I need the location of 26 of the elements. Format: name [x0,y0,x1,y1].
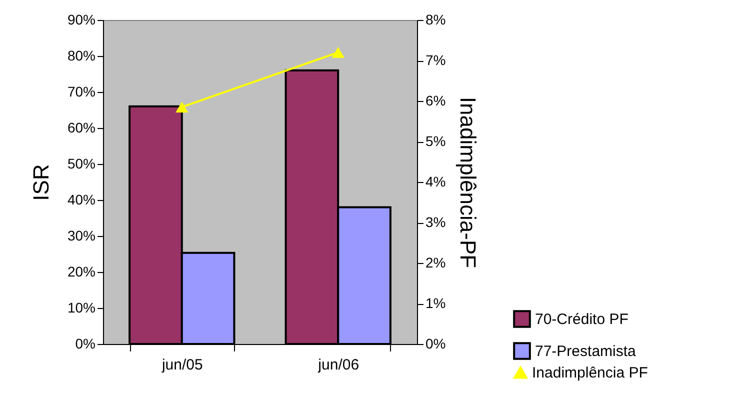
y2-tick-label: 1% [426,295,446,311]
y2-tick-label: 5% [426,133,446,149]
y2-tick-label: 0% [426,336,446,352]
y2-tick-label: 3% [426,214,446,230]
y2-axis-title: Inadimplência-PF [456,96,481,268]
x-tick-label: jun/06 [317,356,360,374]
y-tick-label: 40% [67,192,96,208]
y2-tick-label: 6% [426,92,446,108]
y-tick-label: 10% [67,300,96,316]
y-tick-label: 70% [67,84,96,100]
y-tick-label: 90% [67,12,96,28]
y2-tick-label: 7% [426,52,446,68]
y2-tick-label: 8% [426,12,446,28]
y-tick-label: 20% [67,264,96,280]
y-tick-label: 60% [67,120,96,136]
y-tick-label: 0% [75,336,96,352]
legend-label: 77-Prestamista [535,343,637,360]
y-tick-label: 30% [67,228,96,244]
y2-tick-label: 4% [426,174,446,190]
y-tick-label: 50% [67,156,96,172]
x-tick-label: jun/05 [160,356,203,374]
y-axis-title: ISR [28,164,54,201]
legend-label: 70-Crédito PF [535,311,628,328]
legend-label: Inadimplência PF [532,364,648,382]
y-tick-label: 80% [67,48,96,64]
y2-tick-label: 2% [426,254,446,270]
